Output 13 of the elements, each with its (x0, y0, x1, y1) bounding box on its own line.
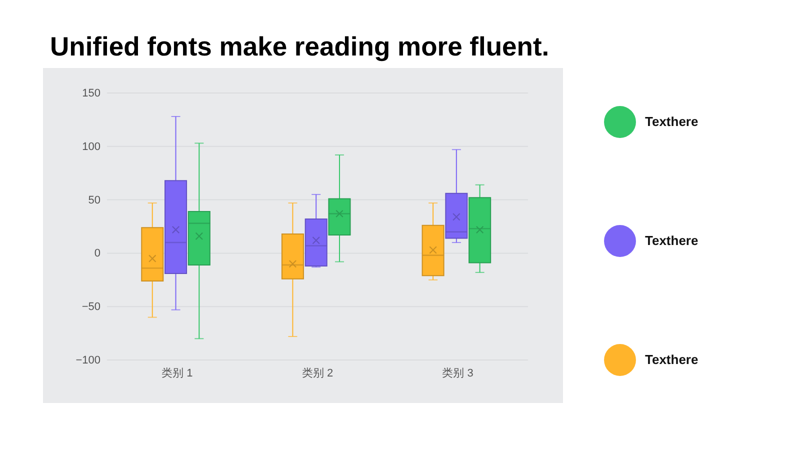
x-tick-label: 类别 3 (442, 366, 474, 380)
y-tick-label: 100 (82, 140, 100, 153)
y-tick-label: 50 (88, 194, 100, 206)
chart-title: Unified fonts make reading more fluent. (50, 32, 550, 62)
x-tick-label: 类别 2 (302, 366, 334, 380)
text: Texthere (645, 233, 698, 248)
y-tick-label: −50 (82, 301, 100, 314)
text: Texthere (645, 114, 698, 129)
y-tick-label: −100 (76, 354, 100, 366)
y-tick-label: 0 (94, 248, 100, 260)
x-tick-label: 类别 1 (162, 366, 193, 380)
text: Texthere (645, 352, 698, 367)
y-tick-label: 150 (82, 88, 100, 100)
